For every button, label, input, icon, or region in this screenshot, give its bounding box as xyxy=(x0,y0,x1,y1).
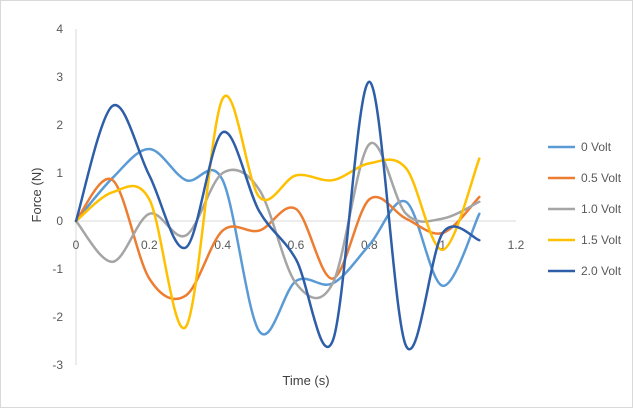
x-tick-label: 0.6 xyxy=(288,238,305,252)
x-axis-title: Time (s) xyxy=(282,373,329,388)
series-line-0-5-volt xyxy=(74,177,481,301)
series-line-2-0-volt xyxy=(74,80,481,351)
y-tick-label: 4 xyxy=(56,22,63,36)
y-tick-label: 1 xyxy=(56,166,63,180)
x-tick-label: 0.4 xyxy=(214,238,231,252)
y-axis-ticks: -3 -2 -1 0 1 2 3 4 xyxy=(52,22,63,372)
series-line-1-5-volt xyxy=(74,94,481,330)
y-tick-label: 2 xyxy=(56,118,63,132)
legend-label: 2.0 Volt xyxy=(581,264,622,278)
y-tick-label: -3 xyxy=(52,358,63,372)
legend-label: 1.5 Volt xyxy=(581,233,622,247)
x-tick-label: 1.2 xyxy=(508,238,525,252)
series-lines xyxy=(74,80,481,351)
y-tick-label: -2 xyxy=(52,310,63,324)
series-line-0-volt xyxy=(74,147,481,336)
legend-label: 1.0 Volt xyxy=(581,202,622,216)
x-tick-label: 1 xyxy=(439,238,446,252)
legend: 0 Volt 0.5 Volt 1.0 Volt 1.5 Volt 2.0 Volt xyxy=(548,140,622,278)
x-axis-ticks: 0 0.2 0.4 0.6 0.8 1 1.2 xyxy=(73,238,525,252)
y-axis-title: Force (N) xyxy=(29,168,44,223)
x-tick-label: 0 xyxy=(73,238,80,252)
legend-label: 0.5 Volt xyxy=(581,171,622,185)
y-tick-label: 3 xyxy=(56,70,63,84)
legend-label: 0 Volt xyxy=(581,140,612,154)
y-tick-label: 0 xyxy=(56,214,63,228)
x-tick-label: 0.2 xyxy=(141,238,158,252)
series-line-1-0-volt xyxy=(74,141,481,300)
y-tick-label: -1 xyxy=(52,262,63,276)
